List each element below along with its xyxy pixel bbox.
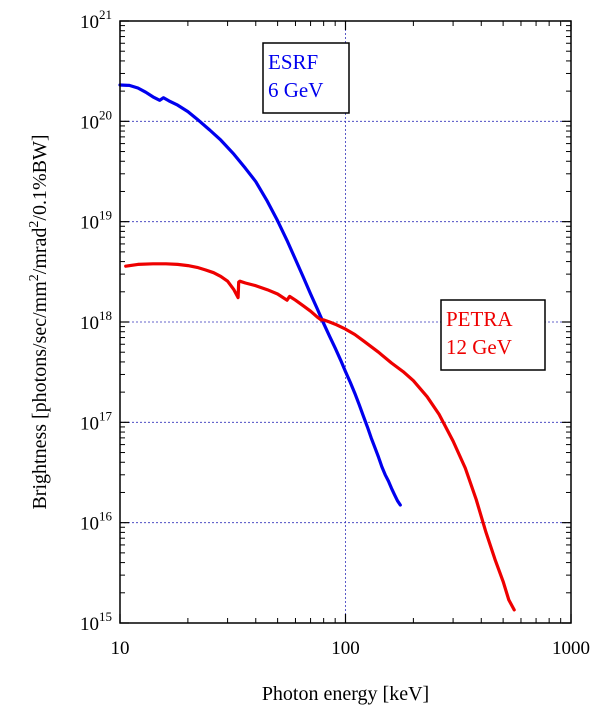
legend-box-0: ESRF 6 GeV xyxy=(262,42,350,114)
grid-layer xyxy=(120,21,571,623)
y-tick-label: 1020 xyxy=(80,107,112,133)
y-tick-base: 10 xyxy=(80,413,99,434)
y-tick-exponent: 21 xyxy=(99,7,112,22)
x-tick-label: 1000 xyxy=(552,638,590,659)
y-tick-label: 1015 xyxy=(80,609,112,635)
legend-box-1: PETRA 12 GeV xyxy=(440,299,546,371)
legend-label: ESRF xyxy=(268,50,318,74)
y-axis-title-superscript: 2 xyxy=(27,221,42,228)
y-tick-label: 1018 xyxy=(80,308,112,334)
y-tick-exponent: 16 xyxy=(99,509,113,524)
x-tick-label: 100 xyxy=(331,638,360,659)
y-tick-exponent: 17 xyxy=(99,408,113,423)
y-tick-exponent: 19 xyxy=(99,208,112,223)
legend-label: 12 GeV xyxy=(446,335,512,359)
y-tick-base: 10 xyxy=(80,12,99,33)
x-tick-label: 10 xyxy=(111,638,130,659)
x-axis-title: Photon energy [keV] xyxy=(262,683,429,705)
y-axis-title: Brightness [photons/sec/mm2/mrad2/0.1%BW… xyxy=(27,134,51,509)
series-layer xyxy=(118,83,516,612)
legend-layer: ESRF 6 GeV PETRA 12 GeV xyxy=(262,42,546,371)
legend-frame xyxy=(440,299,546,371)
y-tick-label: 1021 xyxy=(80,7,112,33)
y-tick-base: 10 xyxy=(80,112,99,133)
series-line-1 xyxy=(124,262,516,612)
y-tick-exponent: 15 xyxy=(99,609,112,624)
y-tick-exponent: 18 xyxy=(99,308,112,323)
y-tick-label: 1019 xyxy=(80,208,112,234)
legend-label: PETRA xyxy=(446,307,513,331)
tick-layer xyxy=(119,20,572,624)
y-tick-base: 10 xyxy=(80,213,99,234)
legend-label: 6 GeV xyxy=(268,78,323,102)
y-tick-label: 1017 xyxy=(80,408,113,434)
y-tick-base: 10 xyxy=(80,313,99,334)
y-tick-label: 1016 xyxy=(80,509,113,535)
y-axis-title-part: Brightness [photons/sec/mm xyxy=(29,281,51,510)
y-tick-base: 10 xyxy=(80,614,99,635)
y-axis-title-part: /mrad xyxy=(29,228,51,275)
y-axis-title-superscript: 2 xyxy=(27,274,42,281)
y-tick-base: 10 xyxy=(80,514,99,535)
y-tick-exponent: 20 xyxy=(99,107,112,122)
y-axis-title-part: /0.1%BW] xyxy=(29,134,51,220)
series-line-0 xyxy=(118,83,402,507)
legend-frame xyxy=(262,42,350,114)
